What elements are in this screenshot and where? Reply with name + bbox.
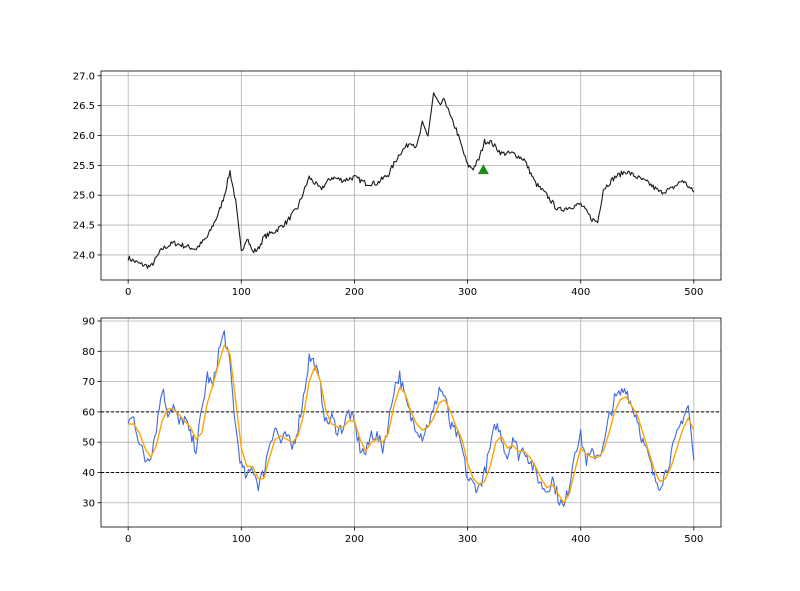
x-tick-label: 500 <box>684 534 703 545</box>
y-tick-label: 25.0 <box>73 191 95 202</box>
x-tick-label: 400 <box>571 287 590 298</box>
x-tick-label: 400 <box>571 534 590 545</box>
y-tick-label: 26.0 <box>73 131 95 142</box>
x-tick-label: 0 <box>125 534 131 545</box>
series-line-1 <box>127 92 695 269</box>
y-tick-label: 25.5 <box>73 161 95 172</box>
chart-panel-2: 0 100 200 300 400 500 30 40 50 60 70 80 90 <box>82 317 722 545</box>
y-tick-label: 26.5 <box>73 101 95 112</box>
y-tick-label: 60 <box>82 407 95 418</box>
plot-area <box>127 330 695 507</box>
x-tick-label: 200 <box>345 534 364 545</box>
x-tick-label: 500 <box>684 287 703 298</box>
y-tick-label: 27.0 <box>73 71 95 82</box>
series-line-1 <box>127 330 695 507</box>
axes-frame <box>100 70 722 281</box>
chart-panel-1: 0 100 200 300 400 500 24.0 24.5 25.0 25.5 26.0 26.5… <box>73 70 722 298</box>
y-tick-label: 24.5 <box>73 221 95 232</box>
x-tick-label: 100 <box>232 287 251 298</box>
y-tick-label: 50 <box>82 438 95 449</box>
y-tick-label: 40 <box>82 468 95 479</box>
y-tick-label: 90 <box>82 317 95 328</box>
x-tick-label: 200 <box>345 287 364 298</box>
x-tick-label: 0 <box>125 287 131 298</box>
y-tick-label: 24.0 <box>73 250 95 261</box>
y-tick-label: 30 <box>82 498 95 509</box>
y-tick-label: 70 <box>82 377 95 388</box>
axes-frame <box>100 317 722 528</box>
signal-marker-triangle-up <box>477 164 489 175</box>
plot-area <box>127 92 695 269</box>
series-line-2 <box>128 344 695 504</box>
y-tick-label: 80 <box>82 347 95 358</box>
x-tick-label: 300 <box>458 534 477 545</box>
x-tick-label: 300 <box>458 287 477 298</box>
x-tick-label: 100 <box>232 534 251 545</box>
